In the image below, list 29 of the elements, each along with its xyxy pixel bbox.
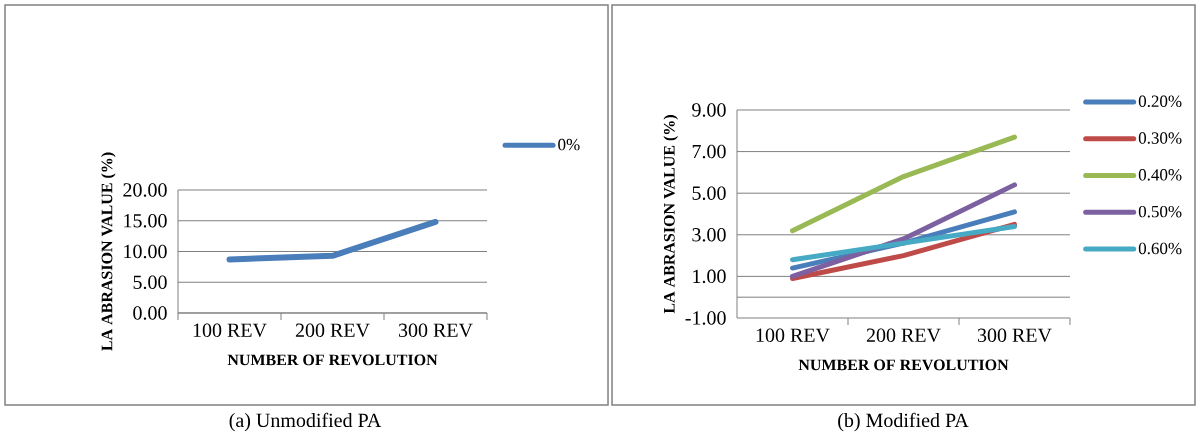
- x-tick-label: 300 REV: [398, 323, 473, 338]
- y-tick-label: 5.00: [133, 275, 167, 290]
- y-axis-title: LA ABRASION VALUE (%): [101, 152, 116, 351]
- y-tick-label: -1.00: [685, 311, 726, 325]
- y-tick-label: 3.00: [692, 228, 726, 242]
- x-axis-title: NUMBER OF REVOLUTION: [798, 359, 1009, 371]
- x-tick-label: 100 REV: [756, 328, 830, 343]
- x-axis-title: NUMBER OF REVOLUTION: [227, 354, 438, 366]
- text: (a) Unmodified PA: [229, 412, 382, 432]
- y-tick-label: 15.00: [124, 213, 167, 228]
- legend-label: 0.20%: [1138, 95, 1182, 108]
- legend-label: 0.50%: [1138, 205, 1182, 218]
- y-tick-label: 7.00: [692, 144, 726, 159]
- y-tick-label: 1.00: [693, 269, 726, 284]
- y-tick-label: 10.00: [124, 244, 167, 259]
- x-tick-label: 200 REV: [866, 328, 941, 343]
- y-tick-label: 20.00: [123, 183, 167, 197]
- legend-label: 0.40%: [1138, 169, 1182, 181]
- y-tick-label: 0.00: [133, 306, 167, 320]
- legend-label: 0.30%: [1138, 132, 1182, 144]
- x-tick-label: 100 REV: [193, 323, 267, 338]
- legend-label: 0.60%: [1138, 242, 1182, 255]
- legend-label: 0%: [558, 138, 580, 151]
- x-tick-label: 300 REV: [977, 328, 1052, 343]
- x-tick-label: 200 REV: [295, 323, 370, 338]
- y-tick-label: 5.00: [692, 186, 726, 200]
- y-tick-label: 9.00: [692, 103, 726, 117]
- y-axis-title: LA ABRASION VALUE (%): [663, 115, 678, 314]
- text: (b) Modified PA: [838, 412, 969, 432]
